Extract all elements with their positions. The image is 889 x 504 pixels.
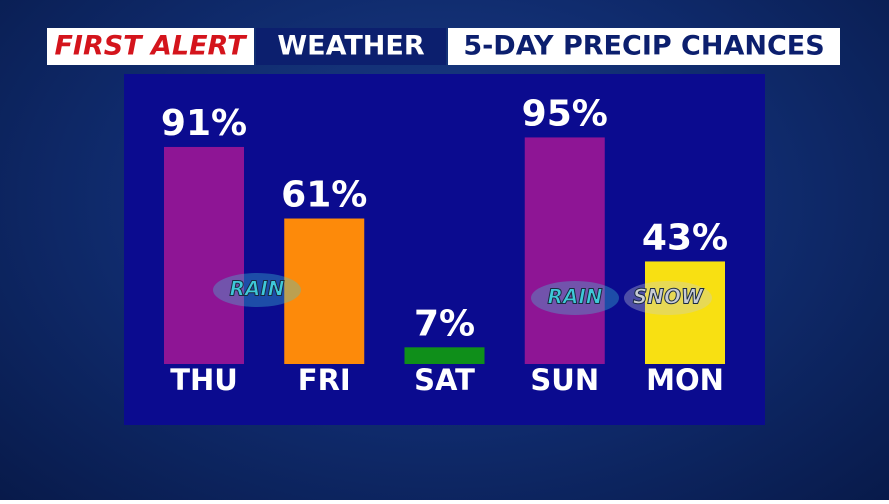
category-label: SAT [414, 363, 475, 397]
value-label: 43% [642, 217, 728, 258]
value-label: 61% [281, 175, 367, 216]
value-label: 91% [161, 103, 247, 144]
annotation: RAIN [547, 285, 602, 309]
bar [645, 261, 725, 364]
section-box [256, 28, 446, 65]
category-label: MON [646, 363, 724, 397]
bar [524, 137, 605, 364]
bar [404, 347, 485, 364]
title: 5-DAY PRECIP CHANCES [463, 31, 824, 62]
value-label: 7% [414, 303, 475, 344]
category-label: SUN [530, 363, 599, 397]
title-box [448, 28, 840, 65]
category-label: THU [170, 363, 238, 397]
value-label: 95% [522, 93, 608, 134]
bar [164, 146, 244, 364]
annotation-glow [531, 281, 619, 315]
annotation-glow [624, 281, 712, 315]
annotation-glow [213, 273, 301, 307]
bar [284, 218, 365, 364]
annotation: RAIN [229, 277, 284, 301]
category-label: FRI [298, 363, 351, 397]
brand-box [47, 28, 254, 65]
annotation: SNOW [633, 285, 704, 309]
section: WEATHER [277, 31, 424, 62]
brand: FIRST ALERT [54, 31, 248, 62]
